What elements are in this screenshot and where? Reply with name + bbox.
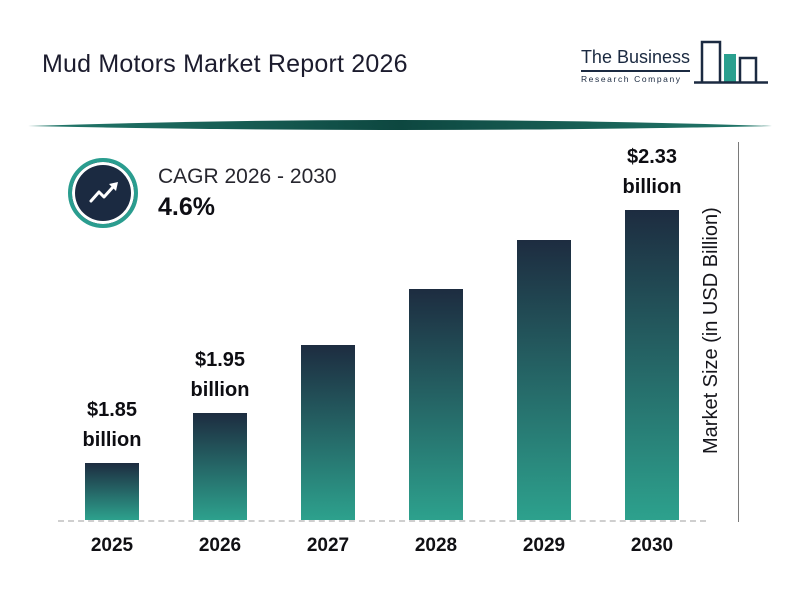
bar-column	[274, 345, 382, 520]
bar-value-label: $2.33 billion	[622, 146, 682, 198]
bar	[301, 345, 355, 520]
bar-column	[382, 289, 490, 520]
plot-area: $1.85 billion $1.95 billion $2.33 billion	[58, 138, 706, 522]
x-axis-labels: 2025 2026 2027 2028 2029 2030	[58, 535, 706, 557]
bar	[409, 289, 463, 520]
logo-buildings-icon	[694, 40, 768, 84]
x-axis-label: 2029	[522, 535, 566, 556]
x-axis-label: 2025	[90, 535, 134, 556]
bar	[625, 210, 679, 520]
bar-value-label: $1.95 billion	[190, 349, 250, 401]
x-axis-label: 2028	[414, 535, 458, 556]
x-axis-label: 2026	[198, 535, 242, 556]
bar-column: $1.85 billion	[58, 395, 166, 520]
decorative-divider	[28, 120, 772, 130]
logo-subname: Research Company	[580, 74, 682, 84]
cagr-block: CAGR 2026 - 2030 4.6%	[68, 158, 337, 228]
bar-value-label: $1.85 billion	[82, 399, 142, 451]
company-logo-text: The Business Research Company	[580, 47, 690, 90]
cagr-value: 4.6%	[158, 192, 215, 221]
growth-trend-icon	[68, 158, 138, 228]
x-axis-label: 2027	[306, 535, 350, 556]
bar	[193, 413, 247, 520]
y-axis-label: Market Size (in USD Billion)	[700, 207, 722, 455]
bar	[85, 463, 139, 520]
company-logo: The Business Research Company	[580, 28, 768, 90]
bar	[517, 240, 571, 520]
cagr-label: CAGR 2026 - 2030	[158, 164, 337, 188]
logo-name: The Business	[580, 47, 690, 72]
page-title: Mud Motors Market Report 2026	[42, 50, 408, 78]
x-axis-label: 2030	[630, 535, 674, 556]
bar-column: $1.95 billion	[166, 345, 274, 520]
cagr-text: CAGR 2026 - 2030 4.6%	[158, 165, 337, 222]
bar-chart: $1.85 billion $1.95 billion $2.33 billion …	[58, 138, 706, 557]
y-axis-line	[738, 142, 739, 522]
bar-column: $2.33 billion	[598, 142, 706, 520]
bar-column	[490, 240, 598, 520]
